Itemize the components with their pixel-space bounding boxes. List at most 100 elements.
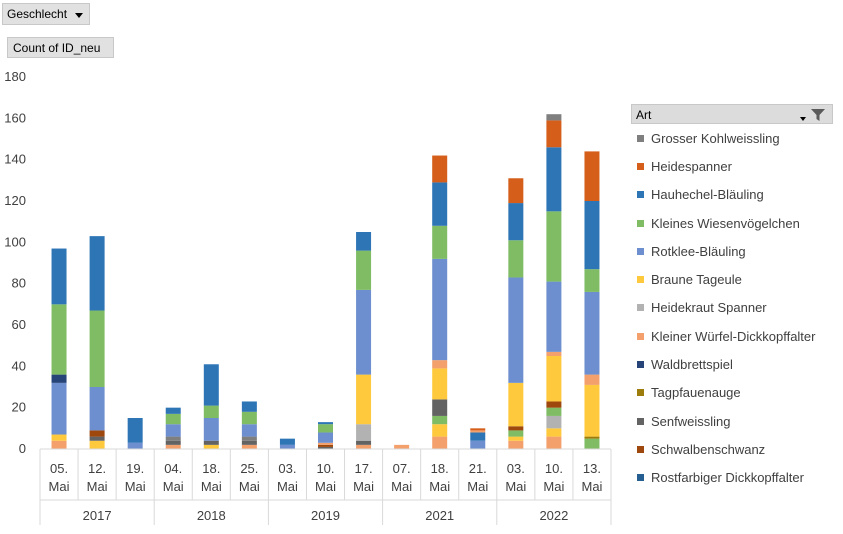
legend-label: Grosser Kohlweissling bbox=[651, 130, 780, 146]
legend: Art Grosser Kohlweissling Heidespanner Hau… bbox=[631, 104, 833, 492]
x-tick-label: 10. bbox=[545, 461, 563, 476]
legend-label: Kleiner Würfel-Dickkopffalter bbox=[651, 328, 816, 344]
bar-segment bbox=[51, 440, 67, 449]
value-field-button[interactable]: Count of ID_neu bbox=[7, 37, 114, 58]
legend-dropdown-icon[interactable] bbox=[800, 117, 806, 121]
y-tick-label: 180 bbox=[4, 69, 26, 84]
year-group-label: 2017 bbox=[83, 508, 112, 523]
bar-segment bbox=[318, 446, 333, 449]
bar-segment bbox=[89, 440, 105, 449]
bar-segment bbox=[165, 407, 181, 414]
y-tick-label: 160 bbox=[4, 110, 26, 125]
dropdown-arrow-icon[interactable] bbox=[75, 13, 83, 18]
bar-segment bbox=[584, 374, 600, 385]
bar-segment bbox=[241, 424, 257, 437]
bar-segment bbox=[546, 401, 562, 408]
geschlecht-filter-label: Geschlecht bbox=[7, 7, 68, 21]
bar-segment bbox=[546, 407, 562, 416]
legend-label: Rotklee-Bläuling bbox=[651, 243, 746, 259]
x-tick-label: 04. bbox=[164, 461, 182, 476]
bar-segment bbox=[470, 432, 486, 441]
x-tick-label: 05. bbox=[50, 461, 68, 476]
bar-segment bbox=[432, 368, 448, 400]
bar-segment bbox=[203, 405, 219, 418]
bar-segment bbox=[546, 281, 562, 352]
year-group-label: 2018 bbox=[197, 508, 226, 523]
x-tick-label: 21. bbox=[469, 461, 487, 476]
legend-item[interactable]: Heidespanner bbox=[631, 152, 833, 180]
bar-segment bbox=[356, 250, 372, 290]
bar-segment bbox=[508, 430, 524, 437]
legend-label: Heidespanner bbox=[651, 158, 732, 174]
bar-segment bbox=[432, 225, 448, 259]
x-tick-label: Mai bbox=[429, 479, 450, 494]
bar-segment bbox=[51, 374, 67, 383]
y-tick-label: 60 bbox=[12, 317, 26, 332]
bar-segment bbox=[432, 415, 448, 425]
bar-segment bbox=[584, 151, 600, 201]
geschlecht-filter-button[interactable]: Geschlecht bbox=[2, 3, 90, 25]
y-tick-label: 20 bbox=[12, 400, 26, 415]
legend-swatch bbox=[637, 332, 644, 340]
legend-swatch bbox=[637, 219, 644, 227]
legend-item[interactable]: Waldbrettspiel bbox=[631, 350, 833, 378]
x-tick-label: 03. bbox=[278, 461, 296, 476]
legend-item[interactable]: Rotklee-Bläuling bbox=[631, 237, 833, 265]
bar-segment bbox=[318, 442, 333, 445]
x-tick-label: Mai bbox=[315, 479, 336, 494]
legend-item[interactable]: Schwalbenschwanz bbox=[631, 435, 833, 463]
bar-segment bbox=[546, 211, 562, 282]
legend-item[interactable]: Senfweissling bbox=[631, 407, 833, 435]
bar-segment bbox=[165, 436, 181, 441]
legend-item[interactable]: Tagpfauenauge bbox=[631, 379, 833, 407]
bar-segment bbox=[508, 382, 524, 427]
y-tick-label: 100 bbox=[4, 234, 26, 249]
bar-segment bbox=[584, 201, 600, 270]
bar-segment bbox=[89, 236, 105, 311]
bar-segment bbox=[470, 440, 486, 449]
bar-segment bbox=[356, 232, 372, 251]
bar-segment bbox=[203, 418, 219, 441]
bar-segment bbox=[89, 430, 105, 437]
legend-item[interactable]: Heidekraut Spanner bbox=[631, 294, 833, 322]
x-tick-label: Mai bbox=[163, 479, 184, 494]
bar-segment bbox=[508, 440, 524, 449]
bar-segment bbox=[508, 178, 524, 204]
filter-icon[interactable] bbox=[810, 108, 826, 122]
legend-label: Kleines Wiesenvögelchen bbox=[651, 215, 800, 231]
legend-item[interactable]: Kleines Wiesenvögelchen bbox=[631, 209, 833, 237]
bar-segment bbox=[279, 438, 295, 445]
legend-item[interactable]: Hauhechel-Bläuling bbox=[631, 181, 833, 209]
bar-segment bbox=[508, 203, 524, 241]
legend-swatch bbox=[637, 134, 644, 142]
bar-segment bbox=[546, 351, 562, 356]
legend-swatch bbox=[637, 417, 644, 425]
bar-segment bbox=[432, 182, 448, 226]
y-tick-label: 40 bbox=[12, 358, 26, 373]
x-tick-label: Mai bbox=[505, 479, 526, 494]
bar-segment bbox=[546, 428, 562, 437]
bar-segment bbox=[546, 356, 562, 402]
legend-label: Tagpfauenauge bbox=[651, 385, 741, 401]
bar-segment bbox=[356, 424, 372, 441]
bar-segment bbox=[584, 436, 600, 439]
x-tick-label: 25. bbox=[240, 461, 258, 476]
legend-item[interactable]: Braune Tageule bbox=[631, 265, 833, 293]
legend-item[interactable]: Grosser Kohlweissling bbox=[631, 124, 833, 152]
legend-header[interactable]: Art bbox=[631, 104, 833, 124]
legend-swatch bbox=[637, 247, 644, 255]
bar-segment bbox=[51, 434, 67, 441]
legend-item[interactable]: Rostfarbiger Dickkopffalter bbox=[631, 464, 833, 492]
bar-segment bbox=[356, 440, 372, 445]
bar-segment bbox=[546, 147, 562, 212]
bar-segment bbox=[203, 444, 219, 449]
x-tick-label: 13. bbox=[583, 461, 601, 476]
bar-segment bbox=[279, 444, 295, 449]
x-tick-label: Mai bbox=[543, 479, 564, 494]
bar-segment bbox=[318, 424, 333, 433]
value-field-label: Count of ID_neu bbox=[13, 41, 101, 55]
legend-swatch bbox=[637, 474, 644, 482]
legend-item[interactable]: Kleiner Würfel-Dickkopffalter bbox=[631, 322, 833, 350]
bar-segment bbox=[584, 291, 600, 375]
x-tick-label: Mai bbox=[49, 479, 70, 494]
